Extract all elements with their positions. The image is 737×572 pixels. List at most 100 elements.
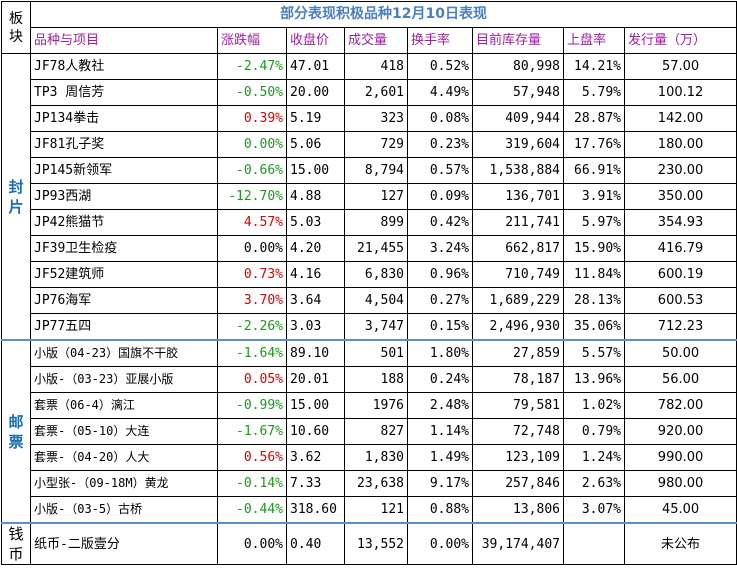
item-name-cell: 套票（06-4）漓江 xyxy=(30,392,218,419)
listing-rate-cell: 0.79% xyxy=(563,418,625,445)
turnover-cell: 4.49% xyxy=(407,79,473,106)
close-price-cell: 7.33 xyxy=(286,470,345,497)
listing-rate-cell: 28.13% xyxy=(563,287,625,314)
close-price-cell: 89.10 xyxy=(286,339,345,367)
volume-cell: 188 xyxy=(344,366,408,393)
close-price-cell: 47.01 xyxy=(286,53,345,80)
stock-cell: 1,689,229 xyxy=(472,287,564,314)
turnover-cell: 0.88% xyxy=(407,496,473,524)
turnover-cell: 3.24% xyxy=(407,235,473,262)
listing-rate-cell: 3.91% xyxy=(563,183,625,210)
volume-cell: 1976 xyxy=(344,392,408,419)
table-row: JP42熊猫节 4.57% 5.03 899 0.42% 211,741 5.97% 354.… xyxy=(2,209,737,236)
table-row: JP93西湖 -12.70% 4.88 127 0.09% 136,701 3.91% 350… xyxy=(2,183,737,210)
issue-volume-cell: 56.00 xyxy=(623,366,737,393)
item-name-cell: JF39卫生检疫 xyxy=(30,235,218,262)
item-name-cell: JP93西湖 xyxy=(30,183,218,210)
item-name-cell: 小版-（03-5）古桥 xyxy=(30,496,218,524)
close-price-cell: 4.88 xyxy=(286,183,345,210)
stock-cell: 2,496,930 xyxy=(472,313,564,341)
stock-cell: 80,998 xyxy=(472,53,564,80)
item-name-cell: 纸币-二版壹分 xyxy=(30,522,218,565)
listing-rate-cell: 3.07% xyxy=(563,496,625,524)
close-price-cell: 5.19 xyxy=(286,105,345,132)
change-cell: 0.00% xyxy=(217,131,287,158)
listing-rate-cell: 14.21% xyxy=(563,53,625,80)
listing-rate-cell: 5.79% xyxy=(563,79,625,106)
turnover-cell: 0.27% xyxy=(407,287,473,314)
change-cell: -2.26% xyxy=(217,313,287,341)
volume-cell: 1,830 xyxy=(344,444,408,471)
table-row: 小版-（03-23）亚展小版 0.05% 20.01 188 0.24% 78,187 13… xyxy=(2,366,737,393)
stock-cell: 1,538,884 xyxy=(472,157,564,184)
item-name-cell: JF81孔子奖 xyxy=(30,131,218,158)
turnover-cell: 0.08% xyxy=(407,105,473,132)
header-item-name: 品种与项目 xyxy=(30,27,218,54)
turnover-cell: 0.52% xyxy=(407,53,473,80)
listing-rate-cell xyxy=(563,522,625,565)
volume-cell: 127 xyxy=(344,183,408,210)
close-price-cell: 20.00 xyxy=(286,79,345,106)
group-label-stamps: 邮票 xyxy=(1,339,31,524)
item-name-cell: JP76海军 xyxy=(30,287,218,314)
table-row: TP3 周信芳 -0.50% 20.00 2,601 4.49% 57,948 5.79% 1… xyxy=(2,79,737,106)
turnover-cell: 0.24% xyxy=(407,366,473,393)
header-issue: 发行量（万） xyxy=(623,27,737,54)
volume-cell: 121 xyxy=(344,496,408,524)
issue-volume-cell: 782.00 xyxy=(623,392,737,419)
stock-cell: 78,187 xyxy=(472,366,564,393)
turnover-cell: 1.49% xyxy=(407,444,473,471)
table-row: JF52建筑师 0.73% 4.16 6,830 0.96% 710,749 11.84% 6… xyxy=(2,261,737,288)
issue-volume-cell: 600.53 xyxy=(623,287,737,314)
listing-rate-cell: 66.91% xyxy=(563,157,625,184)
close-price-cell: 5.06 xyxy=(286,131,345,158)
listing-rate-cell: 5.57% xyxy=(563,339,625,367)
issue-volume-cell: 142.00 xyxy=(623,105,737,132)
volume-cell: 23,638 xyxy=(344,470,408,497)
table-row: 套票-（05-10）大连 -1.67% 10.60 827 1.14% 72,748 0.7… xyxy=(2,418,737,445)
issue-volume-cell: 57.00 xyxy=(623,53,737,80)
table-row: 封片 JF78人教社 -2.47% 47.01 418 0.52% 80,998 14.21%… xyxy=(1,53,737,341)
volume-cell: 4,504 xyxy=(344,287,408,314)
stock-cell: 72,748 xyxy=(472,418,564,445)
listing-rate-cell: 2.63% xyxy=(563,470,625,497)
change-cell: 0.00% xyxy=(217,522,287,565)
stock-cell: 710,749 xyxy=(472,261,564,288)
turnover-cell: 0.96% xyxy=(407,261,473,288)
item-name-cell: JF78人教社 xyxy=(30,53,218,80)
close-price-cell: 4.20 xyxy=(286,235,345,262)
header-listing-rate: 上盘率 xyxy=(563,27,625,54)
item-name-cell: 小版（04-23）国旗不干胶 xyxy=(30,339,218,367)
close-price-cell: 20.01 xyxy=(286,366,345,393)
block-header: 板块 xyxy=(1,1,31,54)
change-cell: -0.99% xyxy=(217,392,287,419)
stock-cell: 409,944 xyxy=(472,105,564,132)
issue-volume-cell: 230.00 xyxy=(623,157,737,184)
listing-rate-cell: 1.24% xyxy=(563,444,625,471)
table-row: 钱币 纸币-二版壹分 0.00% 0.40 13,552 0.00% 39,174,407 未… xyxy=(1,522,737,565)
turnover-cell: 0.42% xyxy=(407,209,473,236)
item-name-cell: JF52建筑师 xyxy=(30,261,218,288)
turnover-cell: 0.57% xyxy=(407,157,473,184)
stock-cell: 13,806 xyxy=(472,496,564,524)
table-row: 套票-（04-20）人大 0.56% 3.62 1,830 1.49% 123,109 1.… xyxy=(2,444,737,471)
change-cell: 3.70% xyxy=(217,287,287,314)
turnover-cell: 0.15% xyxy=(407,313,473,341)
issue-volume-cell: 350.00 xyxy=(623,183,737,210)
change-cell: 0.05% xyxy=(217,366,287,393)
group-label-sealed: 封片 xyxy=(1,53,31,341)
issue-volume-cell: 416.79 xyxy=(623,235,737,262)
issue-volume-cell: 990.00 xyxy=(623,444,737,471)
change-cell: -2.47% xyxy=(217,53,287,80)
change-cell: -1.64% xyxy=(217,339,287,367)
volume-cell: 323 xyxy=(344,105,408,132)
item-name-cell: 小版-（03-23）亚展小版 xyxy=(30,366,218,393)
item-name-cell: TP3 周信芳 xyxy=(30,79,218,106)
stock-cell: 136,701 xyxy=(472,183,564,210)
volume-cell: 13,552 xyxy=(344,522,408,565)
issue-volume-cell: 180.00 xyxy=(623,131,737,158)
close-price-cell: 318.60 xyxy=(286,496,345,524)
change-cell: 0.56% xyxy=(217,444,287,471)
issue-volume-cell: 600.19 xyxy=(623,261,737,288)
